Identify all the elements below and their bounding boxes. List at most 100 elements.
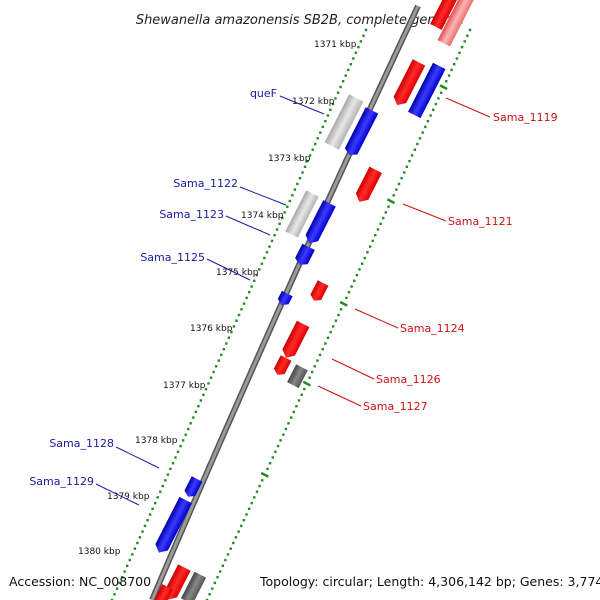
minor-tick-dot [270,239,274,243]
minor-tick-dot [287,422,290,425]
major-tick-mark [302,380,311,387]
minor-tick-dot [217,359,220,362]
minor-tick-dot [261,479,264,482]
label-sama-1126[interactable]: Sama_1126 [376,373,441,386]
minor-tick-dot [397,182,401,186]
minor-tick-dot [358,268,361,271]
minor-tick-dot [205,598,209,600]
minor-tick-dot [113,593,116,596]
gene-sama-1124[interactable] [309,280,329,303]
gene-sama-1120[interactable] [343,107,379,158]
minor-tick-dot [408,159,411,163]
minor-tick-dot [311,370,314,374]
minor-tick-dot [221,564,224,567]
minor-tick-dot [363,256,366,260]
gene-sama-1122[interactable] [285,190,319,238]
gene-sama-1126[interactable] [280,320,310,361]
minor-tick-dot [242,302,246,305]
minor-tick-dot [194,410,197,414]
minor-tick-dot [455,57,459,60]
label-sama-1127[interactable]: Sama_1127 [363,400,428,413]
minor-tick-dot [366,251,369,254]
minor-tick-dot [189,422,192,425]
minor-tick-dot [331,102,335,106]
gene-sama-1119[interactable] [391,59,426,108]
minor-tick-dot [268,462,272,465]
minor-tick-dot [382,216,385,220]
minor-tick-dot [453,63,456,66]
minor-tick-dot [161,484,164,488]
minor-tick-dot [271,456,274,459]
minor-tick-dot [247,507,251,510]
minor-tick-dot [275,228,279,231]
minor-tick-dot [268,245,271,248]
minor-tick-dot [216,576,219,579]
minor-tick-dot [278,222,281,225]
minor-tick-dot [207,382,210,385]
minor-tick-dot [334,319,338,322]
minor-tick-dot [413,148,416,151]
minor-tick-dot [339,308,343,311]
minor-tick-dot [344,74,347,77]
gene-sama-1127[interactable] [287,364,308,389]
minor-tick-dot [123,570,126,573]
gene-sama-1123[interactable] [303,200,336,246]
minor-tick-dot [403,171,406,174]
label-quef[interactable]: queF [250,87,277,100]
minor-tick-dot [143,524,147,528]
minor-tick-dot [450,68,453,72]
gene-sama-1126b[interactable] [272,355,292,377]
label-sama-1128[interactable]: Sama_1128 [49,437,114,450]
minor-tick-dot [146,519,149,522]
minor-tick-dot [395,188,398,191]
minor-tick-dot [468,28,472,32]
minor-tick-dot [308,376,311,379]
minor-tick-dot [192,416,195,419]
minor-tick-dot [176,450,180,453]
label-sama-1124[interactable]: Sama_1124 [400,322,465,335]
minor-tick-dot [291,194,294,197]
minor-tick-dot [263,256,266,260]
minor-tick-dot [171,462,175,465]
minor-tick-dot [432,108,435,111]
gene-sama-1118[interactable] [430,0,464,30]
label-sama-1121[interactable]: Sama_1121 [448,215,513,228]
gene-sama-1118b[interactable] [437,0,476,47]
minor-tick-dot [371,239,374,243]
minor-tick-dot [355,273,359,277]
label-sama-1119[interactable]: Sama_1119 [493,111,558,124]
minor-tick-dot [187,427,190,431]
gene-sama-1121[interactable] [353,166,382,205]
minor-tick-dot [230,330,233,334]
minor-tick-dot [290,416,293,419]
minor-tick-dot [133,547,137,550]
minor-tick-dot [308,154,312,157]
gene-sama-1128[interactable] [183,476,203,499]
gene-labels: queF Sama_1119 Sama_1121 Sama_1122 Sama_… [29,87,557,488]
minor-tick-dot [234,536,238,539]
minor-tick-dot [458,51,461,54]
minor-tick-dot [313,365,316,368]
kbp-tick-labels: 1371 kbp 1372 kbp 1373 kbp 1374 kbp 1375… [78,40,357,557]
major-tick-mark [339,300,348,307]
gene-sama-1123b[interactable] [293,243,315,268]
minor-tick-dot [418,137,422,140]
label-sama-1129[interactable]: Sama_1129 [29,475,94,488]
gene-sama-1119b[interactable] [408,62,446,119]
label-sama-1123[interactable]: Sama_1123 [159,208,224,221]
minor-tick-dot [319,131,322,134]
minor-tick-dot [392,194,395,197]
gene-sama-1129[interactable] [153,496,192,556]
gene-sama-1125[interactable] [276,290,293,308]
label-sama-1125[interactable]: Sama_1125 [140,251,205,264]
minor-tick-dot [121,576,124,579]
label-sama-1122[interactable]: Sama_1122 [173,177,238,190]
inner-tick-ring [110,28,368,600]
minor-tick-dot [466,34,469,37]
gene-sama-1132[interactable] [153,584,173,600]
accession-text: Accession: NC_008700 [9,574,152,589]
minor-tick-dot [213,581,217,585]
gene-sama-1131[interactable] [180,571,207,600]
minor-tick-dot [297,399,301,402]
gene-quef[interactable] [324,94,364,150]
